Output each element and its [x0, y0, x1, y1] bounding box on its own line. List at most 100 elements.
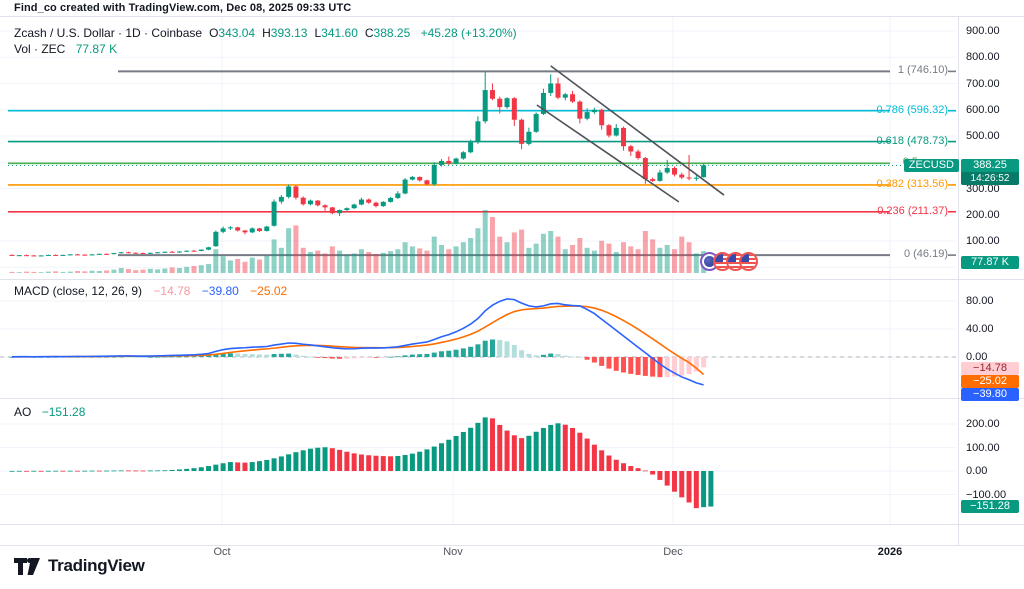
candle-body — [489, 90, 495, 99]
volume-bar — [577, 238, 583, 273]
volume-bar — [453, 246, 459, 273]
macd-axis-tick[interactable]: 80.00 — [966, 295, 994, 307]
ao-bar — [613, 459, 619, 471]
tradingview-logo[interactable]: TradingView — [14, 556, 145, 576]
volume-bar — [519, 229, 525, 273]
candle-body — [409, 176, 415, 180]
macd-histogram-bar — [147, 356, 153, 358]
emoji-badge-flag-3[interactable] — [739, 252, 758, 271]
volume-bar — [53, 271, 59, 273]
volume-bar — [271, 239, 277, 273]
ao-axis-tick[interactable]: 200.00 — [966, 418, 1000, 430]
macd-histogram-bar — [257, 354, 263, 357]
macd-histogram-bar — [504, 341, 510, 357]
candle-body — [417, 176, 423, 181]
candle-body — [548, 83, 554, 93]
ao-bar — [388, 456, 394, 471]
candle-body — [75, 254, 81, 256]
price-axis-tick[interactable]: 300.00 — [966, 182, 1000, 195]
ao-bar — [409, 453, 415, 471]
macd-histogram-bar — [300, 355, 306, 357]
candle-body — [38, 255, 44, 257]
volume-bar — [140, 269, 146, 273]
macd-histogram-bar — [388, 356, 394, 358]
candle-body — [31, 255, 37, 257]
ao-bar — [511, 435, 517, 471]
time-axis-label[interactable]: 2026 — [877, 546, 903, 558]
ao-bar — [271, 458, 277, 471]
ao-bar — [337, 449, 343, 471]
price-axis-tick[interactable]: 100.00 — [966, 235, 1000, 247]
volume-bar — [82, 271, 88, 273]
ao-bar — [125, 470, 131, 472]
volume-bar — [147, 268, 153, 273]
volume-bar — [599, 240, 605, 273]
price-axis-tick[interactable]: 700.00 — [966, 77, 1000, 90]
ao-bar — [446, 439, 452, 471]
macd-histogram-bar — [548, 353, 554, 357]
volume-bar — [125, 269, 131, 273]
macd-histogram-bar — [206, 355, 212, 357]
price-axis-tick[interactable]: 900.00 — [966, 25, 1000, 37]
macd-histogram-bar — [198, 356, 204, 357]
candle-body — [635, 151, 641, 159]
volume-legend-label[interactable]: Vol · ZEC — [14, 42, 66, 56]
candle-body — [344, 208, 350, 211]
candle-body — [315, 200, 321, 206]
time-axis-label[interactable]: Nov — [443, 546, 463, 558]
volume-bar — [511, 232, 517, 273]
ao-bar — [366, 455, 372, 471]
ao-axis-tick[interactable]: −100.00 — [966, 488, 1007, 501]
chart-container[interactable]: Zcash / U.S. Dollar · 1D · Coinbase O343.… — [0, 16, 1024, 558]
volume-bar — [642, 231, 648, 273]
candle-body — [118, 252, 124, 254]
candle-body — [599, 109, 605, 126]
macd-axis-tick[interactable]: 0.00 — [966, 351, 988, 363]
volume-bar — [9, 271, 15, 273]
volume-bar — [293, 225, 299, 273]
macd-legend-label[interactable]: MACD (close, 12, 26, 9) — [14, 284, 143, 298]
reaction-badges[interactable] — [700, 252, 758, 271]
volume-bar — [468, 238, 474, 273]
ao-legend: AO −151.28 — [14, 405, 85, 419]
time-axis-label[interactable]: Oct — [213, 546, 231, 558]
ao-legend-label[interactable]: AO — [14, 405, 32, 419]
ao-bar — [227, 462, 233, 471]
volume-bar — [155, 269, 161, 273]
macd-histogram-bar — [446, 350, 452, 357]
candle-body — [380, 201, 386, 207]
candle-body — [191, 250, 197, 252]
time-axis-label[interactable]: Dec — [663, 546, 683, 558]
ao-bar — [176, 469, 182, 471]
volume-bar — [351, 253, 357, 273]
ao-axis-tick[interactable]: 0.00 — [966, 465, 988, 477]
ao-bar — [96, 470, 102, 472]
ao-bar — [650, 471, 656, 475]
price-axis-tick[interactable]: 800.00 — [966, 51, 1000, 64]
ao-bar — [679, 471, 685, 498]
price-axis-tick[interactable]: 500.00 — [966, 130, 1000, 142]
price-axis-tick[interactable]: 200.00 — [966, 208, 1000, 221]
macd-axis-tick[interactable]: 40.00 — [966, 323, 994, 335]
ao-bar — [249, 462, 255, 471]
macd-histogram-bar — [701, 357, 707, 368]
ao-bar — [562, 424, 568, 471]
ao-bar — [133, 470, 139, 472]
volume-bar — [235, 259, 241, 273]
macd-histogram-bar — [693, 357, 699, 372]
ohlc-values: O343.04 H393.13 L341.60 C388.25 — [202, 26, 410, 40]
candle-body — [155, 252, 161, 254]
ao-axis-tick[interactable]: 100.00 — [966, 441, 1000, 454]
ohlc-key: H — [262, 26, 271, 40]
candle-body — [679, 174, 685, 178]
candle-body — [67, 254, 73, 256]
volume-bar — [504, 242, 510, 273]
candle-body — [140, 253, 146, 255]
ao-bar — [104, 470, 110, 472]
volume-bar — [249, 257, 255, 273]
symbol-title[interactable]: Zcash / U.S. Dollar · 1D · Coinbase — [14, 26, 203, 40]
price-axis-tick[interactable]: 600.00 — [966, 103, 1000, 116]
candle-body — [125, 252, 131, 254]
ao-bar — [351, 453, 357, 471]
